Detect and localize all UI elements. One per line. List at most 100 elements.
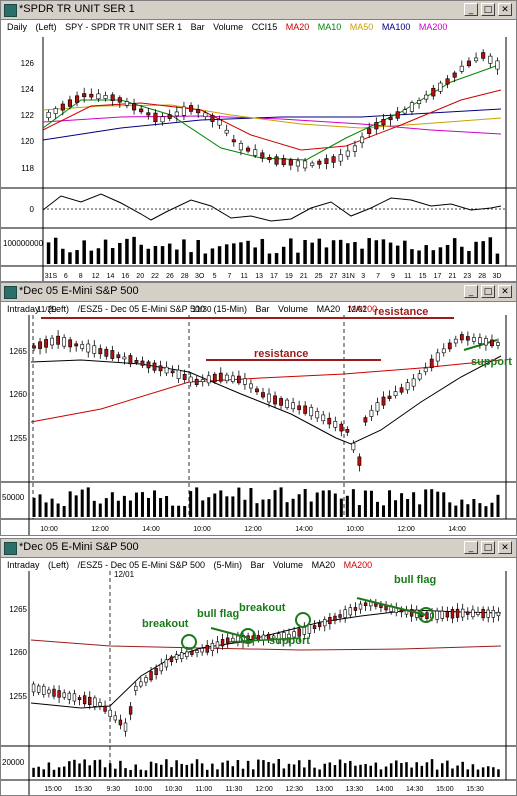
maximize-button[interactable]: □	[481, 3, 495, 16]
volume-bar	[349, 760, 352, 777]
volume-bar	[175, 760, 178, 777]
breakout-marker	[418, 607, 434, 623]
volume-bar	[382, 505, 385, 517]
minimize-button[interactable]: _	[464, 541, 478, 554]
volume-bar	[466, 769, 470, 777]
volume-bar	[367, 238, 371, 264]
intraday-15min-chart[interactable]: 11/29 11/30 12/01 1265 1260 1255 50000 1…	[1, 302, 516, 536]
volume-bar	[476, 769, 480, 777]
volume-bar	[170, 767, 173, 777]
x-tick-label: 14:30	[406, 786, 424, 793]
candle-body	[194, 378, 199, 385]
window-icon	[4, 542, 17, 555]
chart-window-es-15min[interactable]: *Dec 05 E-Mini S&P 500 _ □ ✕ Intraday (L…	[0, 282, 517, 536]
candle-body	[190, 650, 194, 655]
candle-body	[302, 626, 307, 635]
candle-body	[353, 607, 358, 611]
maximize-button[interactable]: □	[481, 541, 495, 554]
x-tick-label: 31N	[342, 273, 355, 280]
header-item: CCI15	[251, 22, 278, 32]
candle-body	[98, 348, 103, 355]
candle-body	[312, 625, 317, 630]
x-tick-label: 20	[136, 273, 144, 280]
title-bar[interactable]: *Dec 05 E-Mini S&P 500 _ □ ✕	[1, 539, 516, 558]
candle-body	[317, 622, 322, 628]
bull-flag-line	[210, 627, 250, 639]
title-bar[interactable]: *Dec 05 E-Mini S&P 500 _ □ ✕	[1, 283, 516, 302]
chart-window-es-5min[interactable]: *Dec 05 E-Mini S&P 500 _ □ ✕ Intraday (L…	[0, 538, 517, 796]
chart-window-spy-daily[interactable]: *SPDR TR UNIT SER 1 _ □ ✕ Daily (Left) S…	[0, 0, 517, 282]
volume-bar	[108, 763, 112, 777]
candle-body	[230, 375, 235, 382]
candle-body	[149, 671, 153, 681]
candle-body	[321, 414, 326, 422]
close-button[interactable]: ✕	[498, 3, 512, 16]
volume-bar	[324, 247, 329, 264]
candle-body	[203, 112, 208, 118]
candle-body	[474, 57, 479, 62]
volume-bar	[211, 763, 214, 777]
x-tick-label: 13:00	[316, 786, 334, 793]
volume-bar	[388, 242, 393, 264]
volume-bar	[292, 764, 296, 777]
maximize-button[interactable]: □	[481, 285, 495, 298]
candle-body	[411, 378, 416, 387]
candle-body	[224, 374, 229, 382]
bull-flag-line	[356, 597, 427, 616]
volume-bar	[277, 759, 281, 777]
candle-body	[144, 677, 148, 683]
volume-bar	[189, 491, 193, 517]
candle-body	[435, 610, 439, 620]
intraday-5min-chart[interactable]: 12/01 1265 1260 1255 20000 15:00 15:30 9:3…	[1, 558, 516, 796]
breakout-annotation: breakout	[239, 602, 286, 614]
candle-body	[481, 52, 486, 59]
header-item: Bar	[255, 304, 270, 314]
candle-body	[267, 156, 272, 161]
intraday-15min-x-axis: 10:00 12:00 14:00 10:00 12:00 14:00 10:00 12:00…	[40, 526, 466, 533]
volume-bar	[354, 765, 357, 777]
ma20-line	[42, 89, 502, 151]
volume-bar	[118, 242, 122, 264]
volume-bar	[417, 250, 421, 264]
close-button[interactable]: ✕	[498, 285, 512, 298]
volume-bar	[200, 763, 204, 777]
volume-bar	[418, 504, 422, 517]
volume-bar	[116, 500, 120, 517]
volume-bar	[196, 239, 200, 264]
close-button[interactable]: ✕	[498, 541, 512, 554]
minimize-button[interactable]: _	[464, 285, 478, 298]
ma50-line	[42, 104, 502, 129]
candle-body	[60, 103, 65, 111]
candle-body	[174, 111, 179, 117]
candle-body	[345, 150, 350, 157]
volume-bar	[73, 759, 76, 777]
x-tick-label: 12	[92, 273, 100, 280]
volume-bar	[357, 505, 361, 517]
volume-bar	[430, 759, 434, 777]
candle-body	[47, 689, 51, 694]
x-tick-label: 10:00	[193, 526, 211, 533]
volume-bar	[224, 244, 229, 264]
x-tick-label: 21	[300, 273, 308, 280]
volume-bar	[478, 503, 482, 517]
volume-bar	[394, 500, 398, 517]
candle-body	[42, 685, 46, 695]
volume-bar	[431, 250, 436, 264]
header-item: MA200	[343, 560, 373, 570]
daily-price-chart[interactable]: 126 124 122 120 118 0 100000000 31S 6 8 12 1…	[1, 20, 516, 282]
volume-bar	[333, 765, 337, 777]
volume-bar	[448, 502, 452, 517]
candle-body	[310, 162, 315, 166]
volume-bar	[257, 759, 260, 777]
volume-bar	[410, 767, 413, 777]
minimize-button[interactable]: _	[464, 3, 478, 16]
candle-body	[182, 373, 187, 380]
candle-body	[297, 628, 301, 637]
volume-bar	[213, 493, 217, 517]
volume-bar	[190, 763, 194, 777]
resistance-annotation: resistance	[374, 306, 428, 318]
volume-bar	[410, 249, 414, 264]
volume-bar	[466, 504, 470, 517]
title-bar[interactable]: *SPDR TR UNIT SER 1 _ □ ✕	[1, 1, 516, 20]
volume-bar	[37, 766, 40, 777]
